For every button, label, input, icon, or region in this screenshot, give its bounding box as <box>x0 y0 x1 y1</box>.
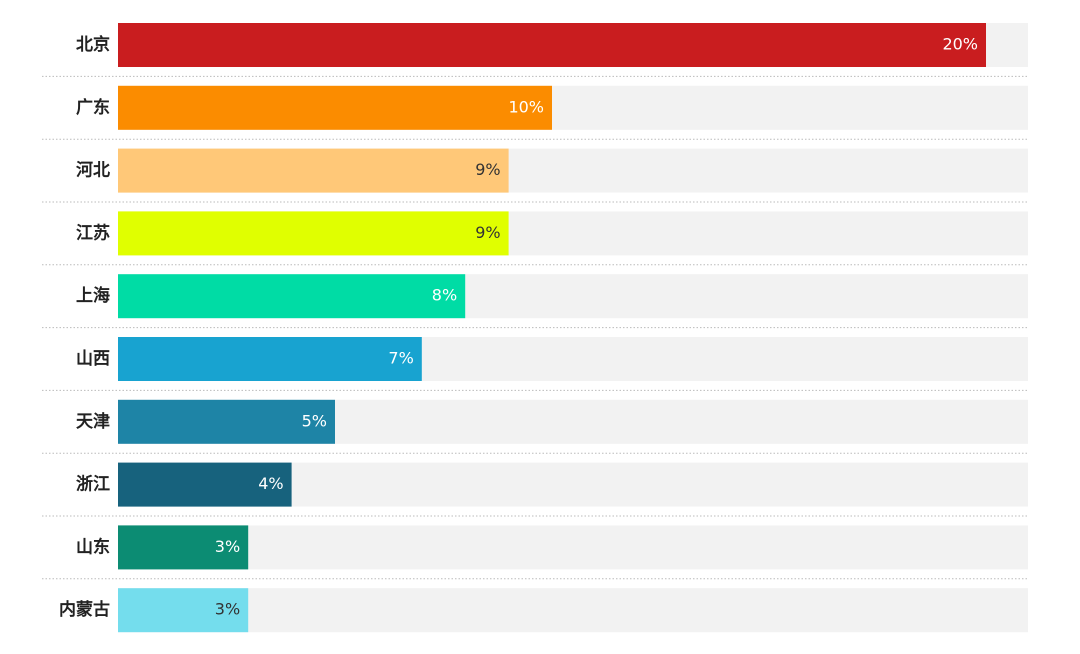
bar <box>118 23 986 67</box>
value-label: 9% <box>475 160 500 179</box>
category-label: 内蒙古 <box>59 599 110 620</box>
category-label: 广东 <box>76 97 110 118</box>
value-label: 20% <box>942 35 978 54</box>
value-label: 5% <box>302 411 327 430</box>
bar <box>118 337 422 381</box>
bar <box>118 85 552 130</box>
bar <box>118 525 249 570</box>
value-label: 8% <box>432 286 457 305</box>
value-label: 10% <box>508 97 544 116</box>
value-label: 9% <box>475 223 500 242</box>
bar-track <box>118 588 1028 633</box>
bar <box>118 399 335 444</box>
category-label: 天津 <box>76 411 110 432</box>
value-label: 3% <box>215 600 240 619</box>
value-label: 7% <box>388 349 413 368</box>
bar <box>118 462 292 507</box>
category-label: 河北 <box>76 161 110 181</box>
category-label: 山西 <box>76 349 110 369</box>
category-label: 上海 <box>76 285 110 306</box>
value-label: 3% <box>215 537 240 556</box>
category-label: 江苏 <box>76 222 110 243</box>
category-label: 北京 <box>76 34 110 55</box>
bar <box>118 148 509 193</box>
bar <box>118 588 249 633</box>
value-label: 4% <box>258 474 283 493</box>
category-label: 浙江 <box>76 474 110 495</box>
category-label: 山东 <box>76 536 110 557</box>
bar <box>118 211 509 256</box>
bar-track <box>118 525 1028 570</box>
bar <box>118 274 466 319</box>
